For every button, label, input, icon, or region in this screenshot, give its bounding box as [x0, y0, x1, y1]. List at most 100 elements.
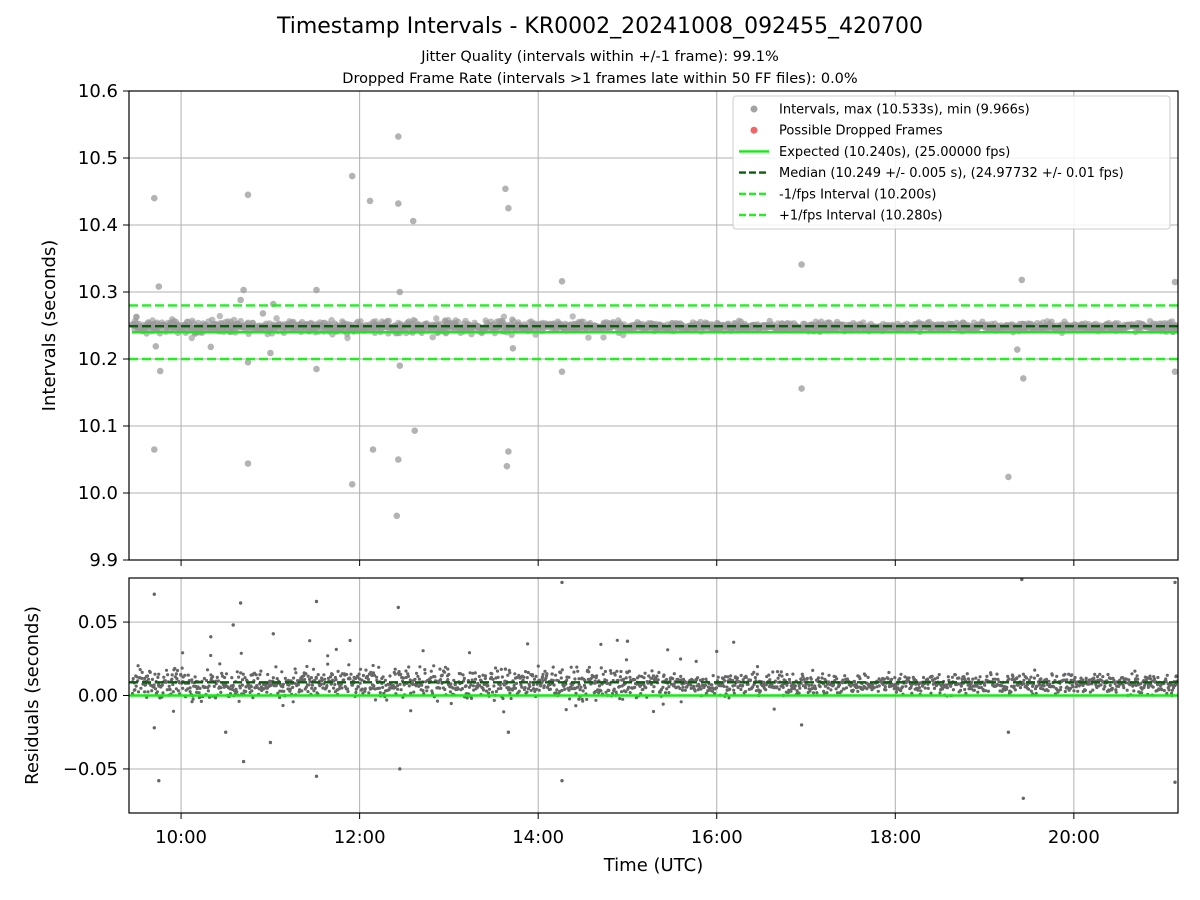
residual-point	[1118, 678, 1122, 682]
residual-point	[164, 668, 169, 672]
legend-marker	[750, 126, 758, 134]
residual-point	[570, 687, 574, 691]
residual-point	[1035, 684, 1039, 689]
residual-point	[607, 688, 611, 693]
residual-point	[962, 675, 966, 679]
residual-point	[755, 672, 759, 676]
residual-point	[703, 683, 708, 687]
interval-point	[515, 319, 522, 326]
residual-point	[416, 674, 420, 679]
residual-point	[788, 680, 792, 685]
residual-point	[506, 673, 510, 677]
residual-point	[1045, 682, 1049, 687]
residual-point	[667, 685, 671, 689]
residual-point	[548, 687, 553, 691]
residual-point	[551, 665, 555, 669]
residual-point	[335, 688, 339, 692]
legend-label: -1/fps Interval (10.200s)	[779, 187, 936, 202]
residual-point	[349, 672, 353, 676]
residual-point	[1044, 677, 1049, 682]
residual-point	[464, 684, 468, 688]
residual-point	[978, 675, 982, 679]
residual-point	[468, 671, 472, 675]
interval-outlier-point	[1020, 375, 1027, 382]
interval-outlier-point	[244, 359, 252, 366]
residual-point	[462, 676, 466, 681]
residual-point	[661, 685, 665, 690]
residual-point	[593, 681, 597, 685]
residual-point	[377, 686, 382, 690]
residual-point	[207, 684, 211, 688]
residual-point	[470, 678, 474, 682]
residual-point	[963, 687, 967, 692]
residual-point	[170, 677, 174, 681]
interval-outlier-point	[1014, 346, 1021, 353]
residual-point	[223, 675, 227, 680]
residual-point	[388, 674, 392, 678]
residual-point	[1167, 688, 1171, 692]
residual-point	[406, 674, 410, 679]
residual-points	[130, 578, 1178, 800]
interval-point	[237, 317, 244, 325]
residual-point	[550, 672, 554, 676]
residual-point	[748, 678, 753, 682]
residual-point	[650, 669, 654, 673]
residual-point	[1143, 683, 1147, 688]
legend-label: +1/fps Interval (10.280s)	[779, 209, 943, 224]
residual-point	[826, 686, 830, 690]
residual-point	[949, 684, 953, 688]
xtick-label: 18:00	[869, 827, 921, 848]
residual-point	[499, 667, 503, 672]
residual-point	[382, 691, 386, 696]
residual-point	[483, 674, 488, 678]
residual-outlier-point	[1021, 796, 1025, 800]
interval-outlier-point	[558, 278, 566, 285]
residual-point	[451, 686, 455, 690]
residual-point	[381, 675, 385, 679]
residual-point	[190, 700, 194, 704]
residual-point	[250, 689, 254, 693]
residual-point	[313, 686, 317, 691]
residual-point	[965, 672, 969, 676]
residual-point	[548, 682, 552, 687]
residual-point	[369, 670, 373, 674]
residual-point	[396, 687, 400, 691]
residual-point	[316, 673, 320, 677]
xtick-label: 10:00	[155, 827, 207, 848]
residual-point	[292, 676, 296, 680]
residual-point	[363, 689, 367, 693]
residual-point	[423, 668, 427, 672]
residual-point	[964, 691, 968, 695]
residual-point	[443, 687, 447, 692]
interval-point	[585, 334, 592, 341]
residual-point	[358, 667, 363, 671]
residual-point	[767, 673, 771, 677]
residual-point	[276, 691, 280, 696]
residual-point	[809, 677, 813, 681]
residual-point	[336, 669, 340, 674]
interval-point	[500, 313, 508, 320]
residual-point	[953, 673, 958, 677]
residual-point	[165, 688, 169, 692]
residual-outlier-point	[238, 601, 243, 605]
residual-point	[608, 669, 613, 673]
residual-point	[772, 707, 776, 711]
residual-point	[686, 683, 690, 687]
interval-outlier-point	[267, 349, 274, 357]
residual-point	[153, 687, 158, 691]
top-ytick-label: 9.9	[89, 550, 118, 571]
residual-point	[1022, 682, 1026, 686]
residual-point	[916, 688, 920, 692]
residual-point	[239, 651, 243, 655]
residual-point	[373, 687, 377, 691]
residual-point	[417, 684, 421, 689]
residual-point	[661, 702, 665, 706]
residual-point	[852, 679, 857, 684]
residual-point	[1010, 684, 1014, 688]
interval-point	[209, 316, 216, 323]
residual-point	[1164, 679, 1168, 684]
residual-point	[554, 691, 558, 695]
residual-point	[478, 683, 482, 688]
residual-point	[1021, 672, 1025, 676]
residual-point	[624, 676, 628, 680]
